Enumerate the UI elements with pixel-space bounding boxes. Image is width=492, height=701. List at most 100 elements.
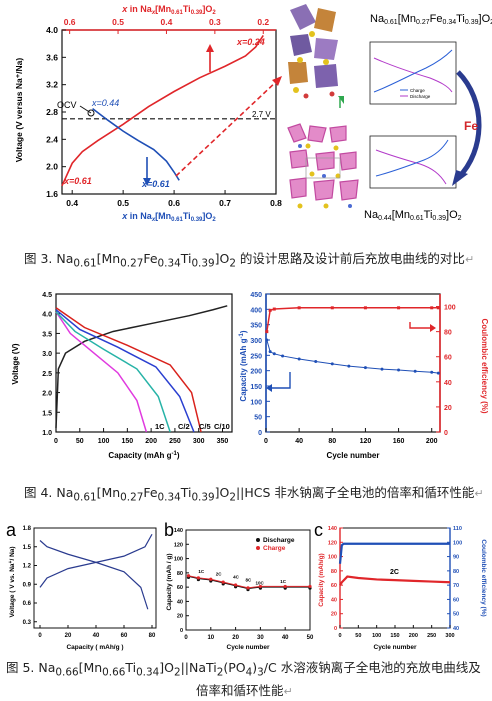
fig3-ocv-label: OCV [57,100,77,110]
x-tick-label: 250 [427,633,436,639]
fe-arrowhead [452,170,468,186]
fig5b-ylabel: Capacity (mAh / g) [166,553,173,610]
y-tick-label: 2.0 [46,162,58,172]
fig5-caption: 图 5. Na0.66[Mn0.66Ti0.34]O2||NaTi2(PO4)3… [6,660,481,698]
fig3-ocv-marker [87,109,95,117]
x2-tick-label: 0.3 [209,17,221,27]
x-tick-label: 0 [264,438,268,445]
x-tick-label: 40 [282,635,289,641]
x-tick-label: 10 [207,635,214,641]
y-tick-label: 2.8 [46,107,58,117]
x-tick-label: 200 [409,633,418,639]
fig3-x061-left-label: x=0.61 [63,176,92,186]
capacity-point [265,338,269,342]
fig3-2.7v-label: 2.7 V [252,110,271,119]
fig4-rate-curves [55,305,228,433]
figure-4: 0 50 100 150 200 250 300 3501.01.52.02.53.03.54… [11,292,489,460]
y-tick-label: 3.5 [42,331,52,338]
x-tick-label: 80 [149,633,156,639]
x-tick-label: 50 [307,635,314,641]
ce-point [397,306,401,310]
y-tick-label: 3.2 [46,80,58,90]
fig3-inset-legend-charge: Charge [410,88,425,93]
y-tick-label: 20 [177,614,183,620]
panel-letter-a: a [6,520,17,540]
y-tick-label: 50 [254,415,262,422]
rate-curve-C/2 [55,311,171,433]
y2-tick-label: 80 [444,330,452,337]
fig4-ce-arrow [409,322,432,329]
fig3-inset-top: Charge Discharge [369,41,457,105]
capacity-point [430,370,434,374]
capacity-point [297,357,301,361]
fig3-up-arrowhead [206,44,214,52]
fig4-cap-arrowhead [266,384,272,392]
figure-3: 0.4 0.5 0.6 0.7 0.8 0.6 0.5 0.4 0.3 0.2 1.6 2.0 2.… [14,4,492,223]
x-tick-label: 0.5 [117,198,129,208]
fig5b-legend-charge: Charge [263,545,286,552]
y-tick-label: 4.0 [46,25,58,35]
fig5c-ylabel: Capacity (mAh/g) [318,553,325,606]
fig3-caption: 图 3. Na0.61[Mn0.27Fe0.34Ti0.39]O2 的设计思路及… [24,251,475,270]
x-tick-label: 150 [122,438,134,445]
y-tick-label: 100 [328,555,337,561]
y-tick-label: 1.8 [23,526,32,532]
fig5b-Charge-point [221,580,225,584]
capacity-point [363,366,367,370]
fig4-cycle-frame [265,293,441,433]
x-tick-label: 0.4 [66,198,78,208]
y2-tick-label: 100 [444,305,456,312]
x-tick-label: 0 [338,633,341,639]
fig5c-curves [338,542,451,586]
y-tick-label: 0.3 [23,620,32,626]
fig4-caption: 图 4. Na0.61[Mn0.27Fe0.34Ti0.39]O2||HCS 非… [24,485,484,504]
fig3-down-arrowhead [143,178,151,186]
y-tick-label: 60 [331,583,337,589]
x-tick-label: 20 [232,635,239,641]
y2-tick-label: 20 [444,405,452,412]
capacity-point [397,368,401,372]
fig5c-rate-label: 2C [390,569,399,576]
fig4-cycle-y2label: Coulombic efficiency (%) [480,318,489,413]
x-tick-label: 250 [169,438,181,445]
y-tick-label: 1.5 [23,545,32,551]
panel-letter-c: c [314,520,323,540]
y2-tick-label: 80 [453,569,459,575]
x-tick-label: 100 [372,633,381,639]
y-tick-label: 140 [328,526,337,532]
y2-tick-label: 0 [444,430,448,437]
fig3-right-bottom-formula: Na0.44[Mn0.61Ti0.39]O2 [364,209,462,222]
fig3-charge-curve [61,35,264,187]
y-tick-label: 80 [177,571,183,577]
fig3-xticks: 0.4 0.5 0.6 0.7 0.8 [66,190,282,208]
fig3-x044-label: x=0.44 [91,98,119,108]
x-tick-label: 80 [328,438,336,445]
x2-tick-label: 0.4 [161,17,173,27]
fig3-ylabel: Voltage (V versus Na⁺/Na) [14,58,24,163]
fig5b-rate-label: 1C [198,569,205,574]
y-tick-label: 0.9 [23,582,32,588]
ce-point [265,330,269,334]
fig3-inset-legend-discharge: Discharge [410,94,431,99]
y-tick-label: 4.5 [42,292,52,299]
capacity-point [314,359,318,363]
fig3-x024-label: x=0.24 [236,37,265,47]
fig3-x061-right-label: x=0.61 [141,179,170,189]
fe-label: Fe [464,119,478,133]
x-tick-label: 0 [38,633,42,639]
x-tick-label: 200 [145,438,157,445]
y2-tick-label: 60 [453,597,459,603]
x-tick-label: 0 [184,635,188,641]
x-tick-label: 300 [445,633,454,639]
y-tick-label: 2.5 [42,371,52,378]
capacity-trace [266,339,439,374]
ce-point [268,308,272,312]
y-tick-label: 350 [250,323,262,330]
x-tick-label: 0.6 [168,198,180,208]
y-tick-label: 200 [250,369,262,376]
y-tick-label: 300 [250,338,262,345]
x-tick-label: 40 [295,438,303,445]
fig5b-rate-label: 4C [233,575,240,580]
y-tick-label: 1.2 [23,564,32,570]
x-tick-label: 0.7 [219,198,231,208]
